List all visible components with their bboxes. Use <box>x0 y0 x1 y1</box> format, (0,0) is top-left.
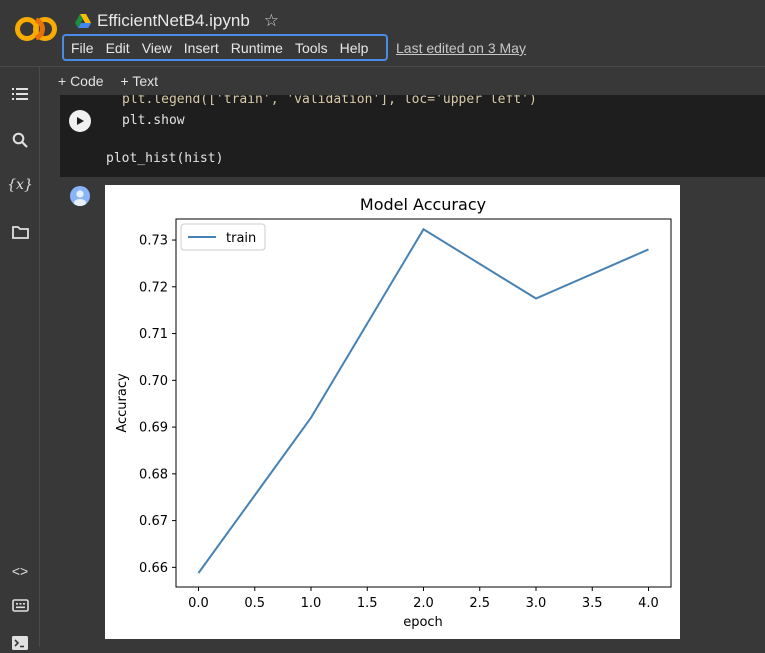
x-tick-label: 4.0 <box>638 596 659 611</box>
chart-title: Model Accuracy <box>360 195 486 214</box>
x-tick-label: 2.0 <box>413 596 434 611</box>
y-tick-label: 0.71 <box>139 327 168 342</box>
google-drive-icon <box>75 14 91 28</box>
y-tick-label: 0.67 <box>139 514 168 529</box>
top-bar: EfficientNetB4.ipynb ☆ File Edit View In… <box>0 0 765 66</box>
table-of-contents-icon[interactable] <box>10 84 30 104</box>
x-tick-label: 2.5 <box>469 596 490 611</box>
code-snippets-icon[interactable]: <> <box>11 563 29 579</box>
play-icon <box>77 117 84 125</box>
colab-logo[interactable] <box>14 14 58 44</box>
x-tick-label: 1.5 <box>357 596 378 611</box>
run-cell-button[interactable] <box>69 110 91 132</box>
code-line-legend: plt.legend(['train', 'validation'], loc=… <box>122 95 537 107</box>
accuracy-chart: Model Accuracy 0.66 0.67 0.68 0.69 0.70 0.71 0… <box>115 195 672 630</box>
menu-bar: File Edit View Insert Runtime Tools Help <box>62 34 388 61</box>
legend-label-train: train <box>226 231 256 246</box>
menu-edit[interactable]: Edit <box>105 39 130 56</box>
legend-box <box>180 223 266 251</box>
y-tick-label: 0.70 <box>139 374 168 389</box>
menu-help[interactable]: Help <box>339 39 369 56</box>
menu-tools[interactable]: Tools <box>294 39 328 56</box>
x-tick-label: 0.5 <box>244 596 265 611</box>
left-sidebar: {x} <> <box>0 67 40 650</box>
x-tick-label: 0.0 <box>188 596 209 611</box>
header-divider <box>0 66 765 67</box>
plot-area <box>175 218 672 588</box>
menu-view[interactable]: View <box>141 39 172 56</box>
command-palette-icon[interactable] <box>10 595 30 615</box>
x-tick-label: 3.5 <box>582 596 603 611</box>
x-tick-label: 1.0 <box>301 596 322 611</box>
notebook-toolbar: + Code + Text <box>41 67 765 95</box>
add-text-button[interactable]: + Text <box>120 73 159 89</box>
menu-runtime[interactable]: Runtime <box>230 39 283 56</box>
legend: train <box>180 223 266 251</box>
y-axis-label: Accuracy <box>115 373 130 433</box>
title-row: EfficientNetB4.ipynb ☆ <box>75 10 279 32</box>
add-code-button[interactable]: + Code <box>58 73 104 89</box>
y-tick-label: 0.66 <box>139 561 168 576</box>
y-tick-label: 0.72 <box>139 280 168 295</box>
code-line-show: plt.show <box>122 113 185 128</box>
files-icon[interactable] <box>10 222 30 242</box>
y-tick-label: 0.68 <box>139 467 168 482</box>
plot-output: Model Accuracy 0.66 0.67 0.68 0.69 0.70 0.71 0… <box>105 185 680 639</box>
code-cell[interactable]: plt.legend(['train', 'validation'], loc=… <box>60 95 765 177</box>
last-edited-link[interactable]: Last edited on 3 May <box>396 40 526 56</box>
search-icon[interactable] <box>10 130 30 150</box>
output-avatar-icon <box>70 186 90 206</box>
variables-icon[interactable]: {x} <box>7 177 33 193</box>
x-axis-label: epoch <box>403 615 443 630</box>
series-line-train <box>197 227 649 574</box>
star-icon[interactable]: ☆ <box>263 11 280 30</box>
terminal-icon[interactable] <box>10 633 30 653</box>
menu-file[interactable]: File <box>71 39 94 56</box>
x-tick-label: 3.0 <box>526 596 547 611</box>
code-text: plt.legend(['train', 'validation'], loc=… <box>122 95 537 107</box>
y-tick-label: 0.73 <box>139 234 168 249</box>
y-tick-label: 0.69 <box>139 421 168 436</box>
code-line-call: plot_hist(hist) <box>106 151 224 166</box>
notebook-title[interactable]: EfficientNetB4.ipynb <box>97 11 250 30</box>
menu-insert[interactable]: Insert <box>183 39 219 56</box>
